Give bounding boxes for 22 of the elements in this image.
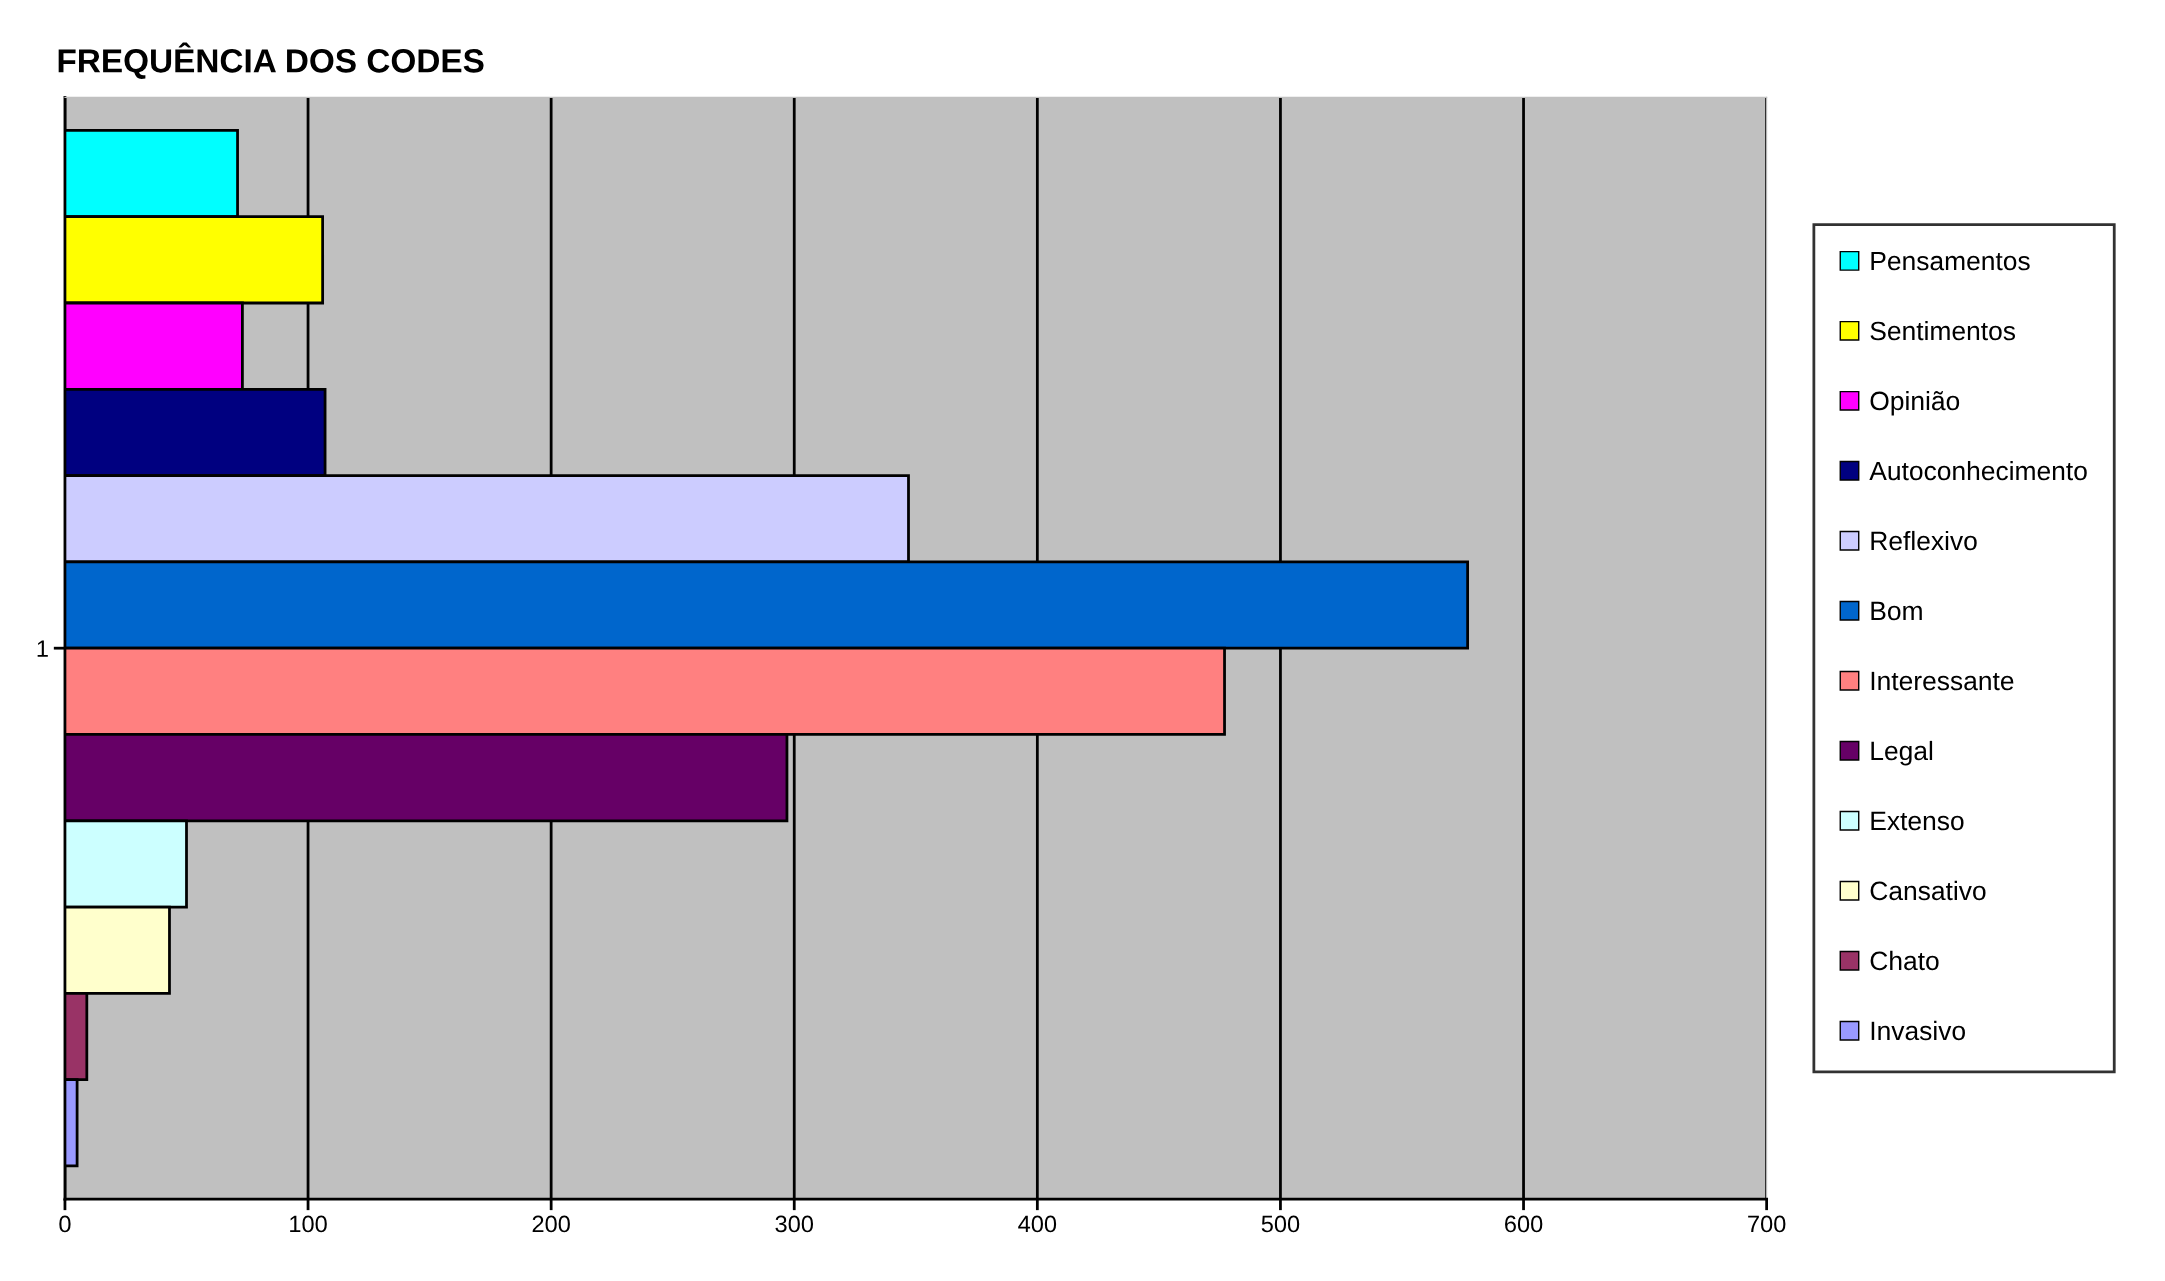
legend-label: Sentimentos	[1870, 320, 2016, 341]
x-tick-label: 600	[1505, 1215, 1543, 1233]
legend-label: Cansativo	[1870, 880, 1986, 901]
x-tick-label: 0	[59, 1215, 71, 1233]
x-tick-label: 300	[775, 1215, 814, 1233]
legend-label: Legal	[1871, 740, 1933, 766]
legend-label: Opinião	[1870, 390, 1960, 416]
legend-label: Extenso	[1871, 811, 1964, 831]
legend-label: Reflexivo	[1871, 530, 1977, 551]
y-tick-label: 1	[37, 640, 48, 657]
legend-label: Chato	[1870, 950, 1939, 971]
x-tick-label: 400	[1018, 1215, 1057, 1233]
x-tick-label: 500	[1261, 1215, 1300, 1233]
x-tick-label: 200	[532, 1215, 570, 1233]
x-tick-label: 700	[1748, 1215, 1786, 1233]
legend-label: Invasivo	[1871, 1020, 1965, 1041]
legend-label: Interessante	[1871, 671, 2014, 691]
legend-label: Pensamentos	[1871, 251, 2030, 271]
legend-label: Autoconhecimento	[1869, 460, 2087, 481]
chart-title: FREQUÊNCIA DOS CODES	[58, 42, 484, 79]
legend-label: Bom	[1871, 601, 1922, 621]
x-tick-label: 100	[290, 1215, 327, 1233]
